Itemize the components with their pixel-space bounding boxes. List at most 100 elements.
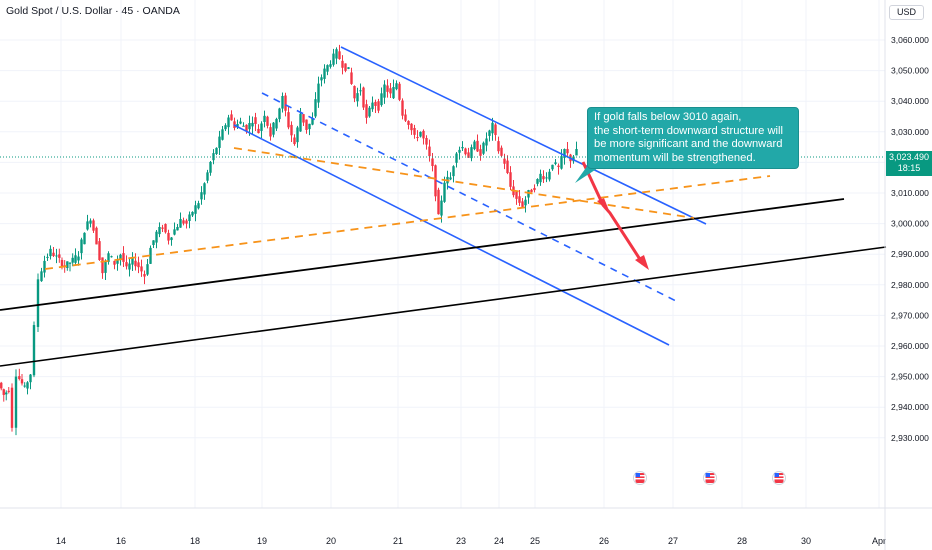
candle-down[interactable]: [503, 158, 506, 164]
candle-up[interactable]: [371, 102, 374, 110]
candle-down[interactable]: [374, 101, 377, 106]
support-line-lower[interactable]: [0, 246, 887, 367]
candle-down[interactable]: [416, 137, 419, 139]
candle-up[interactable]: [311, 118, 314, 125]
candle-up[interactable]: [74, 255, 77, 263]
candle-down[interactable]: [431, 158, 434, 166]
candle-up[interactable]: [236, 124, 239, 128]
candle-up[interactable]: [40, 271, 43, 282]
candle-up[interactable]: [128, 263, 131, 270]
candle-down[interactable]: [10, 387, 14, 428]
candle-down[interactable]: [95, 227, 98, 245]
candle-up[interactable]: [239, 121, 242, 124]
candle-up[interactable]: [560, 156, 563, 169]
economic-events[interactable]: [633, 471, 786, 485]
candle-up[interactable]: [116, 259, 119, 264]
candle-down[interactable]: [266, 116, 269, 126]
candle-up[interactable]: [308, 123, 311, 130]
price-axis[interactable]: 2,930.000 2,940.000 2,950.000 2,960.000 2,97…: [891, 35, 929, 443]
candle-down[interactable]: [254, 117, 257, 124]
candle-down[interactable]: [497, 141, 500, 152]
candle-up[interactable]: [194, 205, 197, 214]
candle-up[interactable]: [455, 153, 458, 163]
candle-down[interactable]: [413, 127, 416, 135]
candle-up[interactable]: [281, 96, 284, 109]
candle-down[interactable]: [137, 262, 140, 268]
candle-up[interactable]: [482, 142, 485, 154]
candle-up[interactable]: [470, 147, 473, 159]
candle-up[interactable]: [200, 192, 203, 200]
candle-down[interactable]: [464, 148, 467, 155]
candle-up[interactable]: [449, 177, 452, 180]
candle-up[interactable]: [179, 219, 182, 228]
candle-up[interactable]: [473, 141, 476, 150]
candle-up[interactable]: [380, 93, 383, 106]
candle-up[interactable]: [49, 248, 52, 257]
candle-up[interactable]: [326, 65, 329, 72]
candle-up[interactable]: [368, 107, 371, 117]
candle-down[interactable]: [182, 220, 185, 224]
candle-up[interactable]: [260, 123, 263, 131]
candle-down[interactable]: [377, 101, 380, 111]
candle-up[interactable]: [278, 108, 281, 120]
candle-up[interactable]: [32, 325, 36, 376]
candle-down[interactable]: [401, 100, 404, 116]
candle-down[interactable]: [407, 120, 410, 125]
candle-up[interactable]: [107, 253, 110, 262]
candle-up[interactable]: [86, 221, 89, 230]
candle-down[interactable]: [425, 138, 428, 145]
candle-down[interactable]: [398, 83, 401, 100]
candle-up[interactable]: [149, 247, 152, 264]
candle-down[interactable]: [245, 124, 248, 132]
candle-down[interactable]: [422, 130, 425, 139]
candle-down[interactable]: [58, 254, 61, 258]
candle-up[interactable]: [119, 254, 122, 259]
candle-down[interactable]: [566, 148, 569, 154]
candle-up[interactable]: [536, 179, 539, 184]
candle-up[interactable]: [563, 148, 566, 158]
candle-up[interactable]: [197, 203, 200, 209]
candle-down[interactable]: [389, 88, 392, 94]
candle-up[interactable]: [314, 99, 317, 117]
candle-up[interactable]: [203, 183, 206, 195]
candle-down[interactable]: [185, 220, 188, 224]
candle-up[interactable]: [548, 171, 551, 180]
candle-down[interactable]: [18, 376, 21, 380]
candle-up[interactable]: [46, 256, 49, 258]
candle-up[interactable]: [209, 161, 212, 173]
candle-down[interactable]: [530, 189, 533, 193]
candle-down[interactable]: [428, 146, 431, 157]
candle-up[interactable]: [227, 117, 230, 128]
candle-up[interactable]: [440, 200, 443, 216]
candle-down[interactable]: [362, 87, 365, 108]
candle-down[interactable]: [515, 191, 518, 199]
candle-up[interactable]: [458, 149, 461, 153]
candle-down[interactable]: [338, 51, 341, 60]
candle-up[interactable]: [461, 146, 464, 149]
candle-up[interactable]: [539, 173, 542, 183]
candle-up[interactable]: [419, 131, 422, 137]
candle-up[interactable]: [524, 199, 527, 206]
candle-down[interactable]: [161, 227, 164, 229]
candle-up[interactable]: [491, 122, 494, 134]
candle-up[interactable]: [275, 118, 278, 129]
candle-down[interactable]: [479, 149, 482, 156]
candle-down[interactable]: [434, 165, 437, 197]
candle-up[interactable]: [392, 87, 395, 99]
candle-down[interactable]: [410, 123, 413, 131]
candle-down[interactable]: [506, 160, 509, 174]
candle-down[interactable]: [386, 85, 389, 92]
candle-up[interactable]: [110, 256, 113, 258]
candle-up[interactable]: [170, 237, 173, 241]
candle-up[interactable]: [485, 138, 488, 146]
us-flag-icon[interactable]: [772, 471, 786, 485]
candle-down[interactable]: [404, 114, 407, 121]
candle-up[interactable]: [176, 226, 179, 231]
candle-up[interactable]: [29, 374, 32, 383]
candle-down[interactable]: [140, 266, 143, 272]
candle-up[interactable]: [68, 262, 72, 264]
candle-up[interactable]: [224, 125, 227, 130]
candle-down[interactable]: [350, 72, 353, 84]
candle-up[interactable]: [77, 256, 80, 261]
candle-up[interactable]: [146, 264, 149, 275]
